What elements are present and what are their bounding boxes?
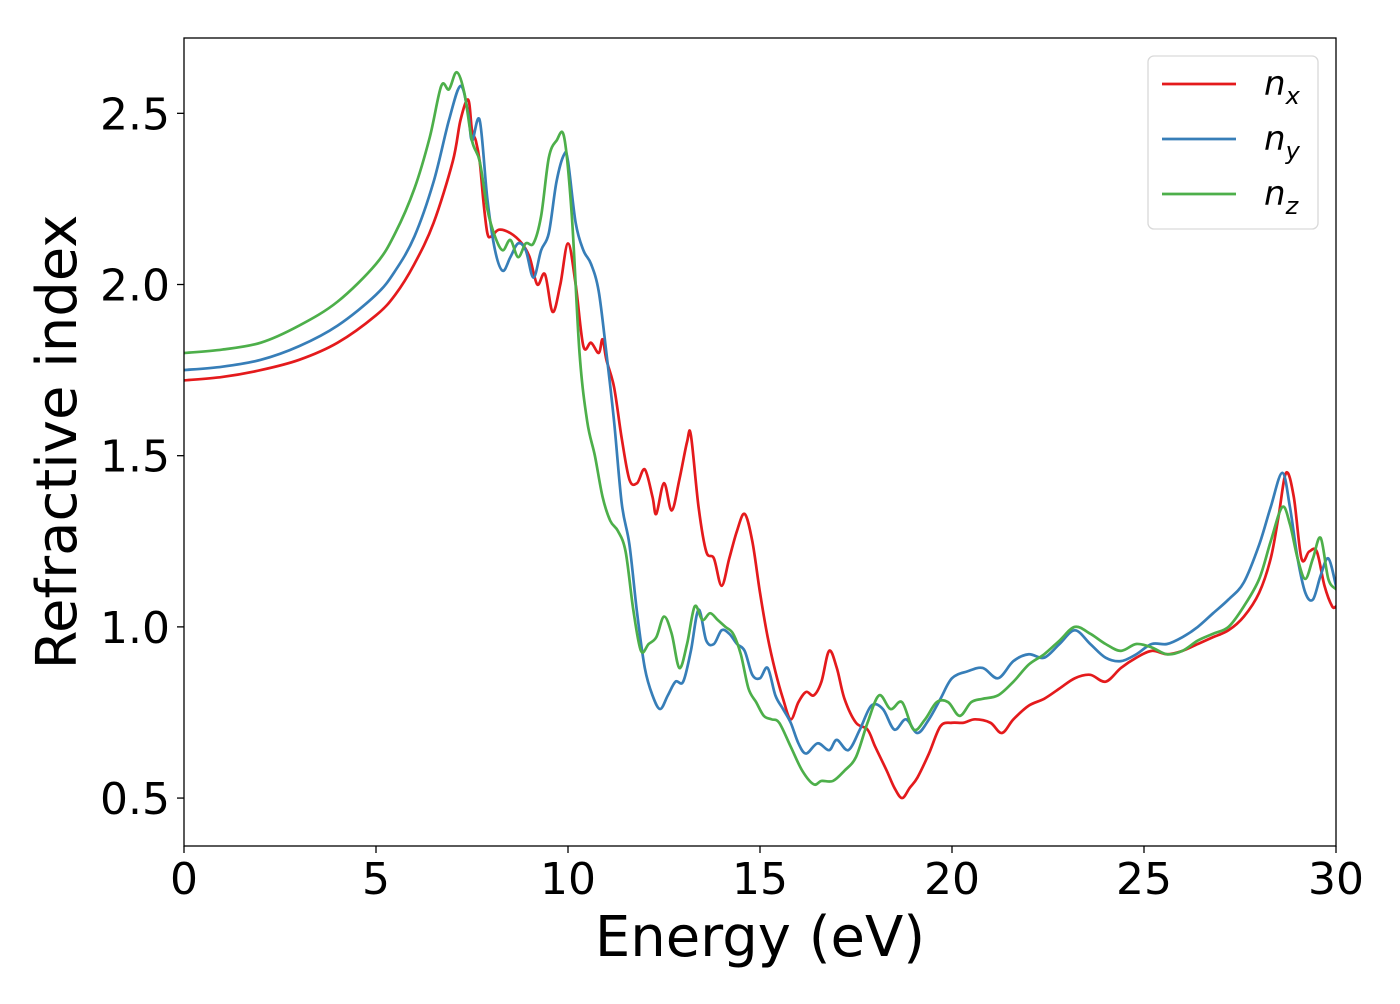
legend-label-base-nz: n [1264, 174, 1286, 214]
legend-label-nx: nx [1264, 64, 1301, 110]
y-tick-label-1.5: 1.5 [100, 432, 170, 483]
y-tick-label-2.5: 2.5 [100, 89, 170, 140]
series-line-ny [184, 84, 1336, 755]
x-tick-label-25: 25 [1116, 854, 1172, 905]
x-axis: 0 5 10 15 20 25 30 [170, 846, 1364, 905]
legend-label-subscript-nx: x [1285, 82, 1301, 110]
series-layer [184, 70, 1336, 800]
x-axis-label: Energy (eV) [595, 905, 925, 970]
y-axis-label: Refractive index [25, 215, 90, 670]
legend-label-nz: nz [1264, 174, 1300, 220]
x-tick-label-15: 15 [732, 854, 788, 905]
x-tick-label-30: 30 [1308, 854, 1364, 905]
x-tick-label-10: 10 [540, 854, 596, 905]
legend-label-subscript-ny: y [1285, 137, 1301, 165]
x-tick-label-5: 5 [362, 854, 390, 905]
legend-label-base-nx: n [1264, 64, 1286, 104]
y-tick-label-0.5: 0.5 [100, 774, 170, 825]
x-tick-label-20: 20 [924, 854, 980, 905]
y-axis: 0.5 1.0 1.5 2.0 2.5 [100, 89, 184, 825]
y-tick-label-1.0: 1.0 [100, 603, 170, 654]
y-tick-label-2.0: 2.0 [100, 261, 170, 312]
x-tick-label-0: 0 [170, 854, 198, 905]
legend-label-ny: ny [1264, 119, 1301, 165]
legend-label-subscript-nz: z [1285, 192, 1300, 220]
legend-label-base-ny: n [1264, 119, 1286, 159]
series-line-nx [184, 98, 1336, 800]
legend-box [1147, 55, 1319, 230]
series-line-nz [184, 70, 1336, 787]
